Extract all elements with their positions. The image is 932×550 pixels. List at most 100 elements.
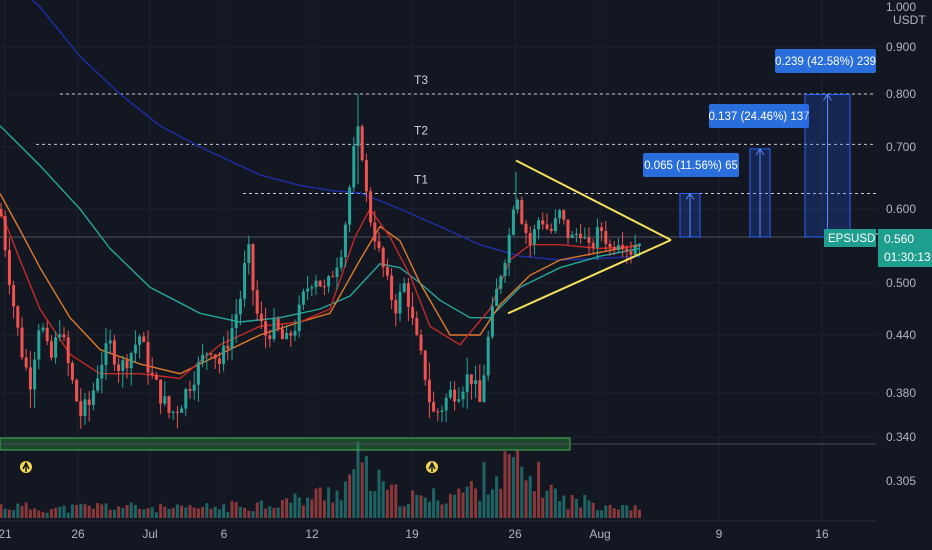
volume-bar	[394, 484, 398, 518]
volume-bar	[121, 507, 125, 518]
volume-bar	[12, 510, 16, 518]
candle-body	[310, 287, 314, 289]
target-label: T2	[414, 123, 428, 137]
projection-label: 0.239 (42.58%) 239	[775, 56, 876, 68]
candle-body	[402, 283, 406, 292]
candle-body	[79, 401, 83, 417]
candle-body	[478, 380, 482, 402]
candle-body	[66, 337, 70, 363]
date-tick: 26	[508, 527, 522, 541]
candle-body	[306, 288, 310, 292]
projection-arrowhead	[823, 93, 832, 101]
volume-bar	[356, 441, 360, 518]
candle-body	[255, 290, 259, 314]
candle-body	[129, 353, 133, 369]
candle-body	[415, 318, 419, 335]
volume-bar	[297, 497, 301, 518]
symbol-label: EPSUSDT	[828, 233, 882, 245]
candle-body	[175, 411, 179, 413]
candle-body	[490, 306, 494, 337]
price-tick: 0.305	[886, 474, 916, 488]
ma-line	[0, 125, 641, 323]
candle-body	[209, 353, 213, 355]
volume-bar	[432, 488, 436, 518]
volume-bar	[608, 504, 612, 518]
volume-bar	[503, 451, 507, 518]
volume-bar	[566, 509, 570, 518]
price-tick: 0.340	[886, 430, 916, 444]
volume-bar	[0, 504, 3, 518]
candle-body	[377, 241, 381, 248]
volume-bar	[532, 491, 536, 518]
candle-body	[625, 248, 629, 252]
candle-body	[121, 360, 125, 371]
volume-bar	[37, 510, 41, 518]
candle-body	[104, 343, 108, 365]
volume-bar	[230, 500, 234, 518]
candle-body	[499, 276, 503, 289]
candle-body	[58, 334, 62, 338]
candle-body	[247, 244, 251, 264]
volume-bar	[272, 507, 276, 518]
candle-body	[150, 372, 154, 375]
volume-bar	[436, 500, 440, 518]
candle-body	[411, 306, 415, 319]
candle-body	[268, 335, 272, 340]
target-label: T3	[414, 73, 428, 87]
projection-label-box	[643, 153, 739, 177]
date-tick: 12	[305, 527, 319, 541]
volume-bar	[66, 512, 70, 518]
support-zone	[0, 437, 876, 451]
candle-body	[486, 336, 490, 376]
volume-bar	[415, 494, 419, 518]
candle-body	[272, 318, 276, 340]
volume-bar	[167, 508, 171, 518]
candle-body	[373, 222, 377, 242]
volume-bar	[247, 510, 251, 518]
candle-body	[574, 233, 578, 236]
time-axis-ticks[interactable]: 21 26 Jul 6 12 19 26 Aug 9 16	[0, 527, 829, 541]
candle-body	[633, 245, 637, 255]
projection-label: 0.137 (24.46%) 137	[708, 111, 809, 123]
date-tick: Aug	[589, 527, 610, 541]
volume-bar	[100, 504, 104, 518]
volume-bar	[264, 508, 268, 518]
volume-bar	[520, 466, 524, 518]
candle-body	[318, 280, 322, 287]
volume-bar	[310, 499, 314, 518]
candle-body	[537, 220, 541, 230]
volume-bar	[79, 503, 83, 518]
candle-body	[188, 389, 192, 391]
volume-bar	[251, 511, 255, 518]
candle-body	[423, 350, 427, 380]
volume-bar	[83, 504, 87, 518]
volume-bar	[45, 512, 49, 518]
candle-body	[549, 228, 553, 232]
candle-body	[322, 286, 326, 288]
volume-bar	[486, 494, 490, 518]
volume-bar	[600, 510, 604, 518]
price-tick: 0.440	[886, 328, 916, 342]
candle-body	[532, 229, 536, 245]
volume-bar	[70, 504, 74, 518]
candle-body	[100, 364, 104, 379]
signal-markers	[20, 461, 438, 473]
projections: 0.065 (11.56%) 65 0.137 (24.46%) 137 0.239…	[643, 49, 876, 238]
candle-body	[62, 334, 66, 338]
volume-bar	[562, 495, 566, 518]
candle-body	[0, 209, 3, 217]
candle-body	[440, 410, 444, 412]
candle-body	[112, 340, 116, 365]
volume-bar	[222, 504, 226, 518]
candle-body	[171, 411, 175, 413]
candle-body	[406, 283, 410, 307]
candle-body	[243, 263, 247, 299]
candles	[0, 94, 641, 429]
candle-body	[222, 345, 226, 365]
volume-bar	[327, 487, 331, 518]
candle-body	[474, 380, 478, 385]
candle-body	[595, 227, 599, 248]
candle-body	[541, 220, 545, 225]
volume-bar	[616, 509, 620, 518]
